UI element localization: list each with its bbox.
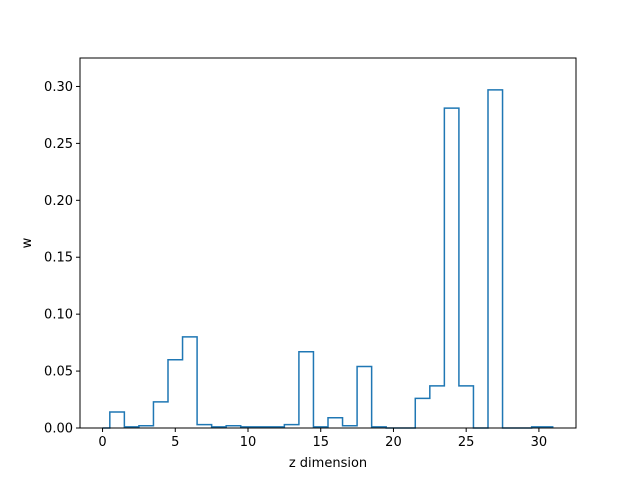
x-axis-ticks: 0 5 10 15 20 25 30 — [98, 428, 547, 450]
x-axis-label: z dimension — [289, 456, 367, 471]
x-tick-label: 5 — [171, 435, 179, 450]
axes-frame — [79, 57, 577, 429]
x-tick-label: 15 — [312, 435, 329, 450]
y-tick-label: 0.15 — [44, 251, 73, 266]
y-tick-label: 0.00 — [44, 422, 73, 437]
y-tick-label: 0.10 — [44, 308, 73, 323]
x-tick-label: 25 — [458, 435, 475, 450]
series-step-line — [102, 89, 554, 429]
y-tick-label: 0.05 — [44, 365, 73, 380]
y-tick-label: 0.20 — [44, 194, 73, 209]
x-tick-label: 20 — [385, 435, 402, 450]
y-axis-ticks: 0.00 0.05 0.10 0.15 0.20 0.25 0.30 — [44, 80, 80, 437]
plot-content — [102, 89, 554, 429]
y-axis-label: w — [20, 237, 35, 248]
x-tick-label: 0 — [98, 435, 106, 450]
x-tick-label: 30 — [531, 435, 548, 450]
x-tick-label: 10 — [240, 435, 257, 450]
y-tick-label: 0.30 — [44, 80, 73, 95]
y-tick-label: 0.25 — [44, 137, 73, 152]
